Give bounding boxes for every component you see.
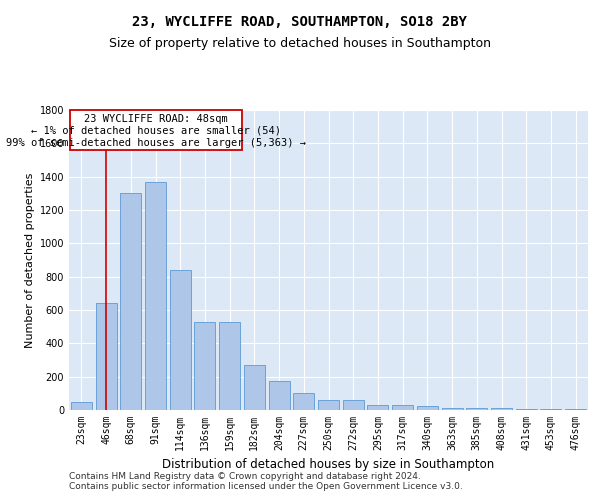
Bar	[367, 405, 388, 410]
Bar	[318, 400, 339, 410]
Text: Contains public sector information licensed under the Open Government Licence v3: Contains public sector information licen…	[69, 482, 463, 491]
Text: Contains HM Land Registry data © Crown copyright and database right 2024.: Contains HM Land Registry data © Crown c…	[69, 472, 421, 481]
X-axis label: Distribution of detached houses by size in Southampton: Distribution of detached houses by size …	[163, 458, 494, 471]
Bar	[516, 409, 537, 410]
Bar	[244, 365, 265, 410]
Bar	[417, 406, 438, 410]
Bar	[392, 405, 413, 410]
Bar	[170, 270, 191, 410]
Text: 99% of semi-detached houses are larger (5,363) →: 99% of semi-detached houses are larger (…	[6, 138, 306, 148]
Bar	[145, 182, 166, 410]
Text: Size of property relative to detached houses in Southampton: Size of property relative to detached ho…	[109, 38, 491, 51]
Bar	[491, 408, 512, 410]
FancyBboxPatch shape	[70, 110, 242, 150]
Bar	[71, 402, 92, 410]
Bar	[194, 322, 215, 410]
Text: 23, WYCLIFFE ROAD, SOUTHAMPTON, SO18 2BY: 23, WYCLIFFE ROAD, SOUTHAMPTON, SO18 2BY	[133, 15, 467, 29]
Y-axis label: Number of detached properties: Number of detached properties	[25, 172, 35, 348]
Text: 23 WYCLIFFE ROAD: 48sqm: 23 WYCLIFFE ROAD: 48sqm	[84, 114, 228, 124]
Bar	[120, 194, 141, 410]
Bar	[466, 408, 487, 410]
Bar	[565, 409, 586, 410]
Bar	[269, 381, 290, 410]
Bar	[541, 409, 562, 410]
Bar	[293, 394, 314, 410]
Bar	[442, 408, 463, 410]
Bar	[219, 322, 240, 410]
Text: ← 1% of detached houses are smaller (54): ← 1% of detached houses are smaller (54)	[31, 126, 281, 136]
Bar	[343, 400, 364, 410]
Bar	[95, 304, 116, 410]
